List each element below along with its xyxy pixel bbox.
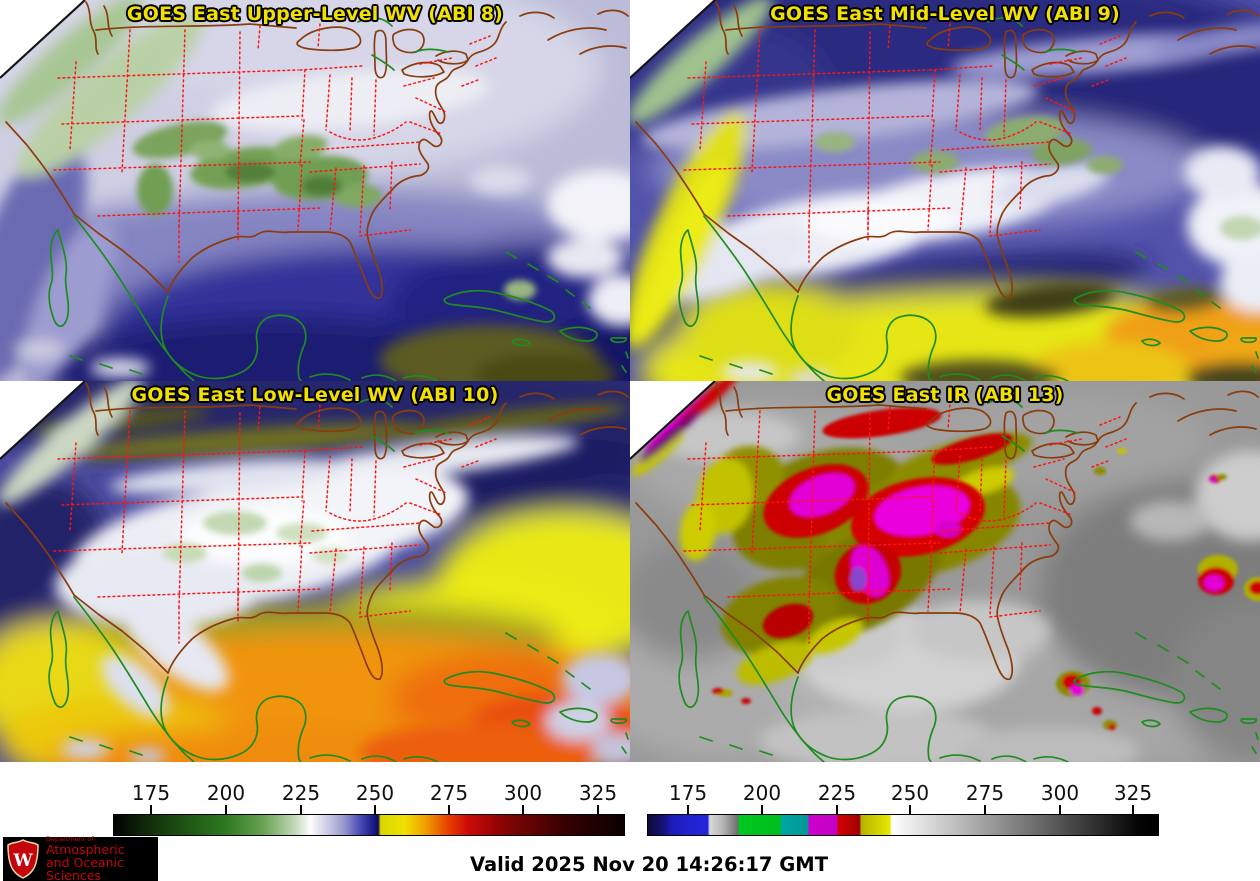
logo-line-department: Department of — [46, 834, 94, 843]
colorbar-tick-mark — [687, 805, 689, 814]
ir-image — [630, 381, 1260, 762]
uw-crest-icon: W — [7, 839, 39, 879]
logo-line-atmospheric: Atmospheric — [46, 841, 125, 857]
colorbar-tick-label: 325 — [578, 781, 618, 805]
panel-title: GOES East Mid-Level WV (ABI 9) — [770, 3, 1120, 25]
colorbar-tick-mark — [1132, 805, 1134, 814]
colorbar-tick-mark — [522, 805, 524, 814]
panel-upper-level-wv: GOES East Upper-Level WV (ABI 8) — [0, 0, 630, 381]
panel-mid-level-wv: GOES East Mid-Level WV (ABI 9) — [630, 0, 1260, 381]
panel-low-level-wv: GOES East Low-Level WV (ABI 10) — [0, 381, 630, 762]
wv-colorbar-gradient — [113, 814, 625, 836]
colorbar-tick-label: 250 — [355, 781, 395, 805]
colorbar-tick-label: 225 — [281, 781, 321, 805]
colorbar-tick-label: 275 — [965, 781, 1005, 805]
colorbar-tick-mark — [448, 805, 450, 814]
colorbar-tick-label: 300 — [1040, 781, 1080, 805]
wv-colorbar: 175 200 225 250 275 300 325 — [113, 781, 625, 837]
colorbar-tick-mark — [374, 805, 376, 814]
colorbar-tick-label: 300 — [503, 781, 543, 805]
logo-line-oceanic: and Oceanic Sciences — [46, 854, 124, 881]
colorbar-tick-label: 250 — [890, 781, 930, 805]
colorbar-tick-label: 225 — [817, 781, 857, 805]
colorbar-tick-label: 175 — [668, 781, 708, 805]
colorbar-tick-mark — [225, 805, 227, 814]
panel-title: GOES East Upper-Level WV (ABI 8) — [126, 3, 504, 25]
colorbar-tick-mark — [597, 805, 599, 814]
panel-title: GOES East IR (ABI 13) — [826, 384, 1064, 406]
colorbar-tick-mark — [1059, 805, 1061, 814]
upper-wv-image — [0, 0, 630, 381]
colorbar-tick-mark — [300, 805, 302, 814]
ir-colorbar-gradient — [647, 814, 1159, 836]
panel-ir: GOES East IR (ABI 13) — [630, 381, 1260, 762]
panel-title: GOES East Low-Level WV (ABI 10) — [131, 384, 499, 406]
colorbar-tick-mark — [836, 805, 838, 814]
uw-aos-logo: W Department of Atmospheric and Oceanic … — [3, 834, 158, 881]
colorbar-tick-label: 325 — [1113, 781, 1153, 805]
colorbar-tick-mark — [984, 805, 986, 814]
ir-colorbar: 175 200 225 250 275 300 325 — [647, 781, 1159, 837]
low-wv-image — [0, 381, 630, 762]
crest-letter: W — [12, 851, 33, 871]
colorbar-tick-mark — [150, 805, 152, 814]
colorbar-tick-mark — [761, 805, 763, 814]
colorbar-tick-mark — [909, 805, 911, 814]
colorbar-tick-label: 175 — [131, 781, 171, 805]
colorbar-tick-label: 200 — [206, 781, 246, 805]
mid-wv-image — [630, 0, 1260, 381]
colorbar-tick-label: 200 — [742, 781, 782, 805]
colorbar-tick-label: 275 — [429, 781, 469, 805]
valid-timestamp: Valid 2025 Nov 20 14:26:17 GMT — [469, 853, 829, 876]
